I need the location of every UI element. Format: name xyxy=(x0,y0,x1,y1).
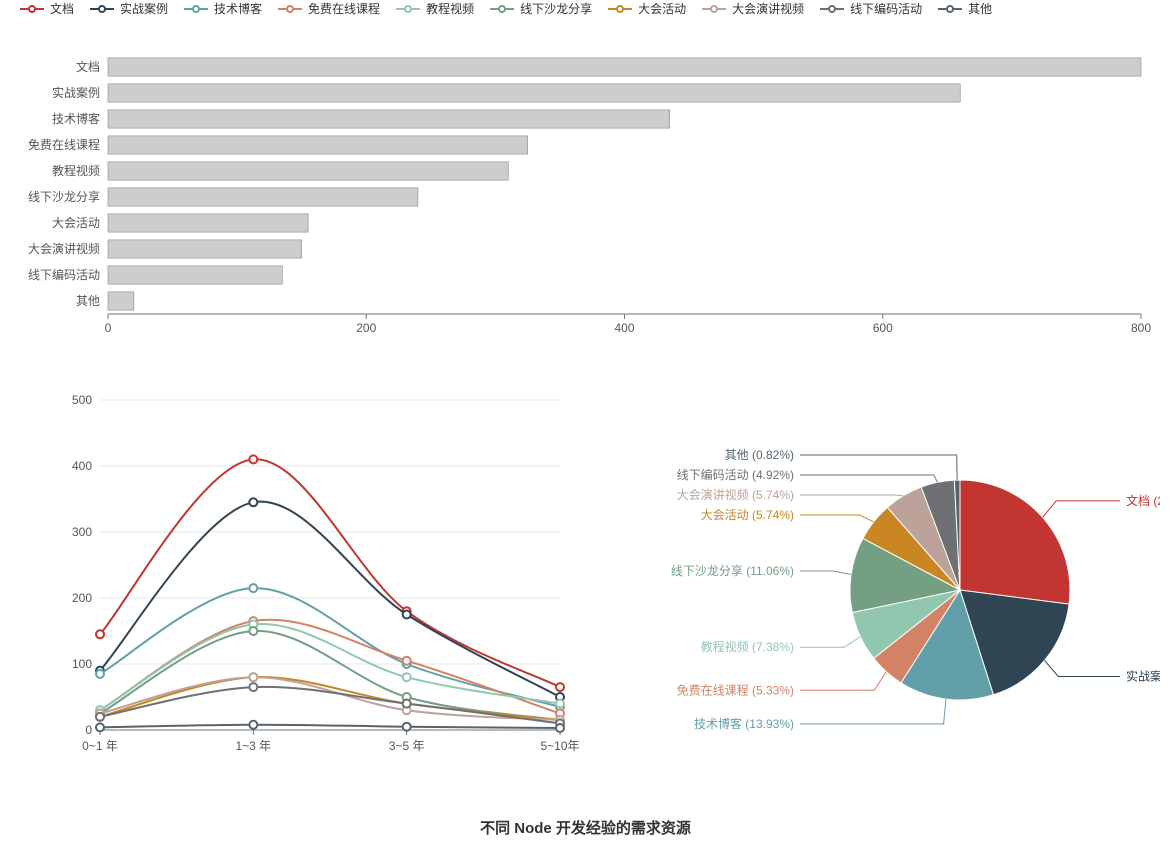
svg-text:技术博客: 技术博客 xyxy=(52,111,100,126)
legend-label: 免费在线课程 xyxy=(308,0,380,17)
legend-marker-icon xyxy=(20,3,44,15)
legend-label: 线下编码活动 xyxy=(850,0,922,17)
legend-marker-icon xyxy=(938,3,962,15)
svg-text:大会演讲视频 (5.74%): 大会演讲视频 (5.74%) xyxy=(677,487,794,502)
svg-text:其他: 其他 xyxy=(76,294,100,308)
svg-text:线下沙龙分享 (11.06%): 线下沙龙分享 (11.06%) xyxy=(671,563,794,578)
legend-label: 实战案例 xyxy=(120,0,168,17)
svg-text:200: 200 xyxy=(356,321,376,335)
legend-item[interactable]: 教程视频 xyxy=(396,0,474,17)
svg-text:300: 300 xyxy=(72,525,92,539)
svg-text:600: 600 xyxy=(873,321,893,335)
svg-text:教程视频 (7.38%): 教程视频 (7.38%) xyxy=(701,639,794,654)
svg-text:200: 200 xyxy=(72,591,92,605)
legend-marker-icon xyxy=(490,3,514,15)
svg-text:技术博客 (13.93%): 技术博客 (13.93%) xyxy=(694,716,794,731)
svg-text:实战案例 (18.03%): 实战案例 (18.03%) xyxy=(1126,668,1160,683)
legend-item[interactable]: 大会活动 xyxy=(608,0,686,17)
svg-text:其他 (0.82%): 其他 (0.82%) xyxy=(725,448,794,462)
svg-text:免费在线课程: 免费在线课程 xyxy=(28,137,100,152)
svg-text:0~1 年: 0~1 年 xyxy=(82,739,118,753)
pie-chart: 文档 (27.05%) 实战案例 (18.03%) 其他 (0.82%) 线下编码活动… xyxy=(590,390,1160,770)
svg-text:0: 0 xyxy=(105,321,112,335)
legend-label: 技术博客 xyxy=(214,0,262,17)
legend-marker-icon xyxy=(184,3,208,15)
svg-text:线下编码活动: 线下编码活动 xyxy=(28,267,100,282)
legend-item[interactable]: 文档 xyxy=(20,0,74,17)
svg-text:1~3 年: 1~3 年 xyxy=(235,739,271,753)
legend-marker-icon xyxy=(820,3,844,15)
svg-text:5~10年: 5~10年 xyxy=(540,739,579,753)
legend-item[interactable]: 线下编码活动 xyxy=(820,0,922,17)
legend-marker-icon xyxy=(278,3,302,15)
legend-label: 文档 xyxy=(50,0,74,17)
legend-item[interactable]: 免费在线课程 xyxy=(278,0,380,17)
legend-marker-icon xyxy=(608,3,632,15)
svg-text:线下编码活动 (4.92%): 线下编码活动 (4.92%) xyxy=(677,467,794,482)
legend-item[interactable]: 线下沙龙分享 xyxy=(490,0,592,17)
svg-text:文档 (27.05%): 文档 (27.05%) xyxy=(1126,493,1160,508)
svg-text:教程视频: 教程视频 xyxy=(52,163,100,178)
legend-label: 大会活动 xyxy=(638,0,686,17)
legend-item[interactable]: 其他 xyxy=(938,0,992,17)
svg-text:3~5 年: 3~5 年 xyxy=(389,739,425,753)
svg-text:800: 800 xyxy=(1131,321,1151,335)
svg-text:大会演讲视频: 大会演讲视频 xyxy=(28,241,100,256)
svg-text:线下沙龙分享: 线下沙龙分享 xyxy=(28,189,100,204)
svg-text:文档: 文档 xyxy=(76,59,100,74)
svg-text:大会活动 (5.74%): 大会活动 (5.74%) xyxy=(701,508,794,522)
legend-marker-icon xyxy=(396,3,420,15)
legend-marker-icon xyxy=(702,3,726,15)
legend-item[interactable]: 大会演讲视频 xyxy=(702,0,804,17)
legend-item[interactable]: 技术博客 xyxy=(184,0,262,17)
svg-text:100: 100 xyxy=(72,657,92,671)
legend-label: 其他 xyxy=(968,0,992,17)
legend: 文档 实战案例 技术博客 免费在线课程 教程视频 线下沙龙分享 大会活动 大会演讲视频 线下编码… xyxy=(20,0,1151,17)
legend-label: 线下沙龙分享 xyxy=(520,0,592,17)
chart-title: 不同 Node 开发经验的需求资源 xyxy=(0,817,1171,838)
svg-text:400: 400 xyxy=(614,321,634,335)
line-chart: 0 100 200 300 400 500 0~1 年 1~3 年 3~5 年 5~10年 xyxy=(40,390,580,770)
legend-item[interactable]: 实战案例 xyxy=(90,0,168,17)
bar-chart: 0200400600800文档实战案例技术博客免费在线课程教程视频线下沙龙分享大… xyxy=(0,44,1171,344)
svg-text:0: 0 xyxy=(85,723,92,737)
svg-text:实战案例: 实战案例 xyxy=(52,85,100,100)
svg-text:免费在线课程 (5.33%): 免费在线课程 (5.33%) xyxy=(677,682,794,697)
svg-text:400: 400 xyxy=(72,459,92,473)
legend-label: 教程视频 xyxy=(426,0,474,17)
legend-marker-icon xyxy=(90,3,114,15)
svg-text:500: 500 xyxy=(72,393,92,407)
svg-text:大会活动: 大会活动 xyxy=(52,216,100,230)
legend-label: 大会演讲视频 xyxy=(732,0,804,17)
